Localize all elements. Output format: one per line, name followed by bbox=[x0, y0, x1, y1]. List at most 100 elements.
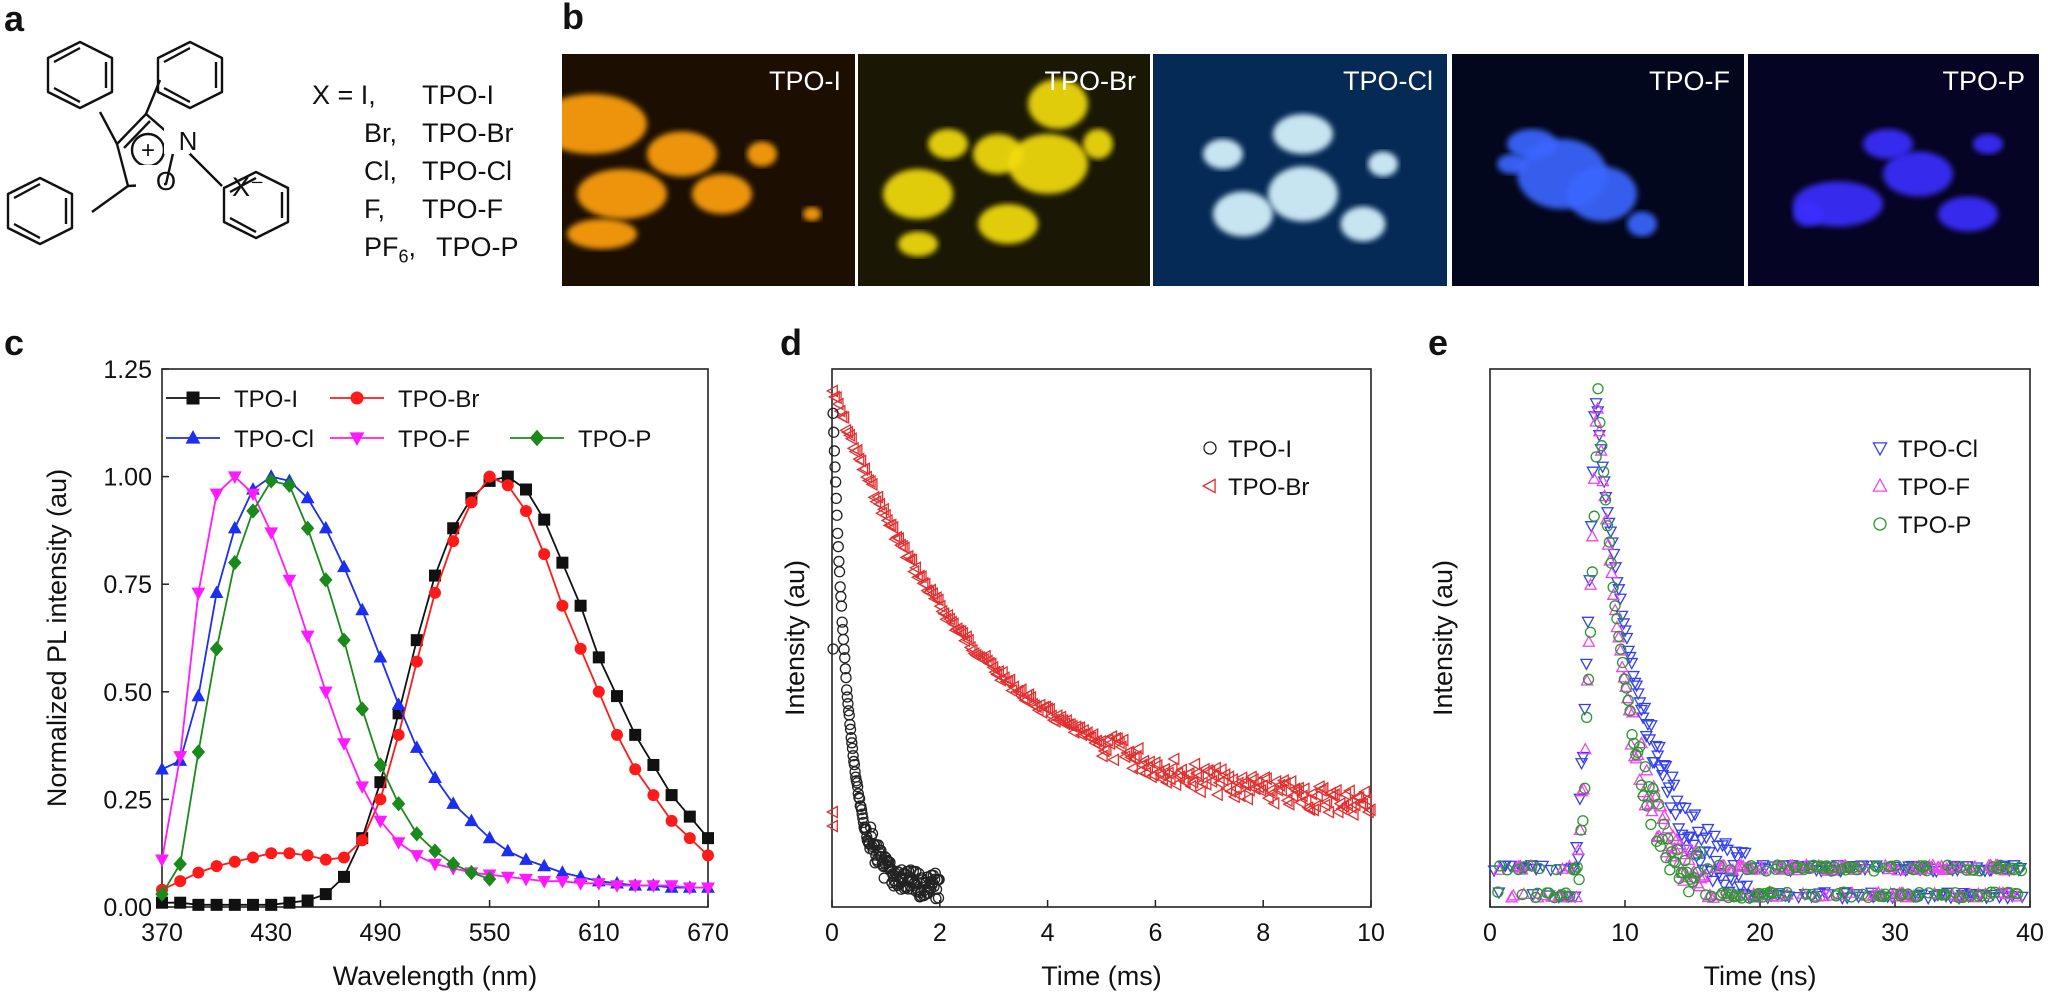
data-point bbox=[1586, 566, 1598, 578]
anion-row-2-symbol: Br, bbox=[364, 118, 398, 148]
data-point bbox=[835, 590, 847, 603]
data-point bbox=[300, 490, 315, 504]
data-point bbox=[611, 690, 623, 703]
data-point bbox=[519, 852, 533, 865]
data-point bbox=[866, 827, 879, 840]
data-point bbox=[2011, 888, 2024, 900]
data-point bbox=[1989, 886, 2001, 898]
data-point bbox=[301, 894, 314, 907]
data-point bbox=[1241, 792, 1254, 806]
data-point bbox=[1261, 791, 1274, 805]
photo-tpo-p: TPO-P bbox=[1748, 54, 2039, 286]
data-point bbox=[355, 602, 370, 616]
legend-marker bbox=[186, 391, 200, 405]
data-point bbox=[1626, 670, 1640, 683]
data-point bbox=[1569, 863, 1581, 876]
data-point bbox=[1724, 864, 1736, 876]
data-point bbox=[929, 867, 941, 879]
data-point bbox=[338, 851, 350, 864]
data-point bbox=[1099, 743, 1112, 757]
data-point bbox=[1702, 847, 1717, 860]
data-point bbox=[1086, 727, 1099, 742]
counter-anion: X⁻ bbox=[232, 172, 264, 202]
data-point bbox=[282, 574, 297, 588]
data-point bbox=[611, 728, 623, 741]
data-point bbox=[228, 855, 241, 868]
data-point bbox=[833, 404, 846, 418]
data-point bbox=[1617, 618, 1631, 631]
data-point bbox=[1862, 891, 1874, 904]
data-point bbox=[854, 454, 867, 468]
data-point bbox=[875, 844, 887, 857]
data-point bbox=[1506, 888, 1520, 901]
data-point bbox=[1361, 805, 1374, 819]
data-point bbox=[855, 803, 868, 816]
data-point bbox=[1681, 832, 1696, 845]
data-point bbox=[155, 854, 169, 868]
data-point bbox=[846, 742, 859, 754]
series-tpo-p bbox=[155, 473, 497, 902]
data-point bbox=[1582, 673, 1595, 685]
data-point bbox=[965, 643, 978, 658]
data-point bbox=[210, 898, 223, 911]
data-point bbox=[1548, 891, 1561, 904]
data-point bbox=[1150, 758, 1163, 773]
data-point bbox=[1533, 862, 1546, 875]
data-point bbox=[1719, 838, 1733, 851]
data-point bbox=[410, 655, 423, 668]
series-tpo-cl bbox=[155, 469, 715, 893]
data-point bbox=[1641, 788, 1656, 801]
data-point bbox=[853, 792, 866, 805]
data-point bbox=[574, 642, 587, 655]
series-tpo-br bbox=[156, 470, 714, 896]
data-point bbox=[1921, 865, 1933, 877]
data-point bbox=[1668, 809, 1683, 822]
data-point bbox=[1672, 823, 1686, 836]
data-point bbox=[833, 566, 846, 578]
data-point bbox=[1832, 888, 1844, 900]
data-point bbox=[844, 723, 857, 735]
data-point bbox=[1342, 784, 1355, 798]
data-point bbox=[209, 585, 224, 598]
data-point bbox=[1923, 887, 1935, 899]
data-point bbox=[1662, 833, 1674, 845]
x-axis-title: Time (ns) bbox=[1704, 961, 1817, 991]
data-point bbox=[1637, 790, 1650, 802]
data-point bbox=[1503, 860, 1517, 873]
data-point bbox=[647, 789, 660, 802]
data-point bbox=[837, 410, 850, 425]
data-point bbox=[1141, 760, 1154, 775]
data-point bbox=[1659, 761, 1673, 774]
data-point bbox=[1284, 774, 1297, 789]
legend-d: TPO-I TPO-Br bbox=[1201, 436, 1309, 501]
data-point bbox=[228, 555, 242, 571]
data-point bbox=[1638, 702, 1652, 715]
plot-frame bbox=[831, 368, 1372, 908]
data-point bbox=[1652, 741, 1666, 754]
data-point bbox=[1634, 704, 1649, 717]
data-point bbox=[833, 555, 845, 568]
data-point bbox=[1516, 888, 1529, 901]
data-point bbox=[1917, 861, 1929, 873]
x-tick-label: 10 bbox=[1611, 919, 1639, 947]
data-point bbox=[1297, 782, 1310, 796]
data-point bbox=[1740, 880, 1754, 893]
data-point bbox=[1957, 891, 1969, 903]
anion-row-2-name: TPO-Br bbox=[422, 118, 514, 148]
x-tick-label: 0 bbox=[1483, 919, 1497, 947]
data-point bbox=[538, 548, 551, 561]
data-point bbox=[1239, 778, 1252, 792]
data-point bbox=[1585, 529, 1599, 542]
legend-marker bbox=[350, 391, 364, 405]
data-point bbox=[932, 892, 945, 904]
data-point bbox=[1722, 891, 1735, 904]
photo-label: TPO-Br bbox=[1044, 66, 1137, 96]
data-point bbox=[839, 663, 852, 675]
legend-label: TPO-P bbox=[578, 426, 651, 453]
legend-label: TPO-Br bbox=[398, 386, 479, 413]
data-point bbox=[1318, 798, 1331, 812]
data-point bbox=[1553, 864, 1568, 877]
data-point bbox=[842, 698, 854, 710]
data-point bbox=[391, 697, 406, 710]
data-point bbox=[500, 843, 515, 857]
